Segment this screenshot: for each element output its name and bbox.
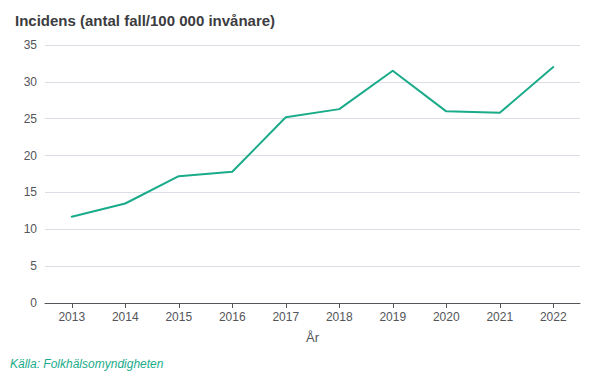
svg-text:2018: 2018	[326, 310, 353, 324]
svg-text:Incidens (antal fall/100 000 i: Incidens (antal fall/100 000 invånare)	[15, 12, 275, 29]
svg-text:2020: 2020	[433, 310, 460, 324]
svg-text:2016: 2016	[219, 310, 246, 324]
svg-text:35: 35	[24, 38, 38, 52]
svg-text:0: 0	[30, 296, 37, 310]
svg-text:20: 20	[24, 149, 38, 163]
svg-text:25: 25	[24, 112, 38, 126]
svg-text:15: 15	[24, 185, 38, 199]
svg-text:Källa: Folkhälsomyndigheten: Källa: Folkhälsomyndigheten	[10, 357, 164, 371]
svg-text:5: 5	[30, 259, 37, 273]
svg-text:2021: 2021	[486, 310, 513, 324]
svg-text:2014: 2014	[112, 310, 139, 324]
svg-text:2022: 2022	[540, 310, 567, 324]
svg-text:2015: 2015	[165, 310, 192, 324]
svg-text:2017: 2017	[272, 310, 299, 324]
svg-text:10: 10	[24, 222, 38, 236]
svg-text:2013: 2013	[58, 310, 85, 324]
svg-text:2019: 2019	[379, 310, 406, 324]
svg-text:30: 30	[24, 75, 38, 89]
svg-text:År: År	[306, 330, 320, 345]
